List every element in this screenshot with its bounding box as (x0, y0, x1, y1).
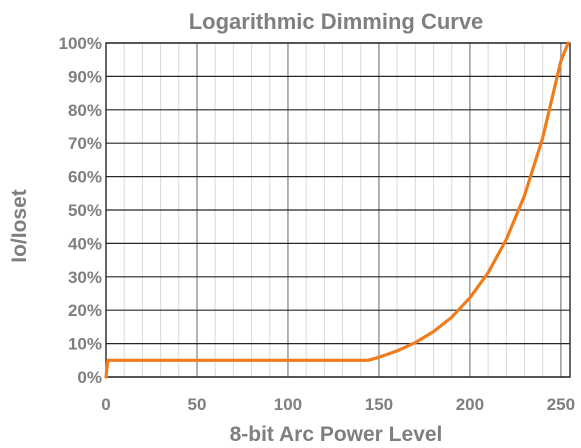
x-tick-labels: 0 50 100 150 200 250 (101, 395, 575, 414)
y-axis-title: Io/Ioset (8, 189, 31, 263)
x-tick-label: 50 (188, 395, 207, 414)
chart-title: Logarithmic Dimming Curve (189, 9, 484, 34)
y-tick-label: 100% (59, 34, 102, 53)
y-tick-label: 30% (68, 268, 102, 287)
x-axis-title: 8-bit Arc Power Level (230, 423, 443, 446)
plot-border (105, 42, 571, 378)
gridlines (106, 42, 570, 378)
x-tick-label: 250 (547, 395, 575, 414)
x-tick-label: 0 (101, 395, 110, 414)
y-tick-label: 60% (68, 168, 102, 187)
y-tick-label: 40% (68, 234, 102, 253)
y-tick-label: 50% (68, 201, 102, 220)
series-line (104, 41, 570, 379)
y-tick-label: 90% (68, 67, 102, 86)
x-tick-label: 150 (365, 395, 393, 414)
y-tick-label: 70% (68, 134, 102, 153)
y-tick-label: 20% (68, 301, 102, 320)
y-tick-labels: 0% 10% 20% 30% 40% 50% 60% 70% 80% 90% 100% (59, 34, 102, 387)
y-tick-label: 10% (68, 335, 102, 354)
y-tick-label: 80% (68, 101, 102, 120)
y-tick-label: 0% (77, 368, 102, 387)
x-tick-label: 200 (456, 395, 484, 414)
x-tick-label: 100 (274, 395, 302, 414)
plot-frame (105, 42, 571, 378)
series-layer (104, 41, 570, 379)
